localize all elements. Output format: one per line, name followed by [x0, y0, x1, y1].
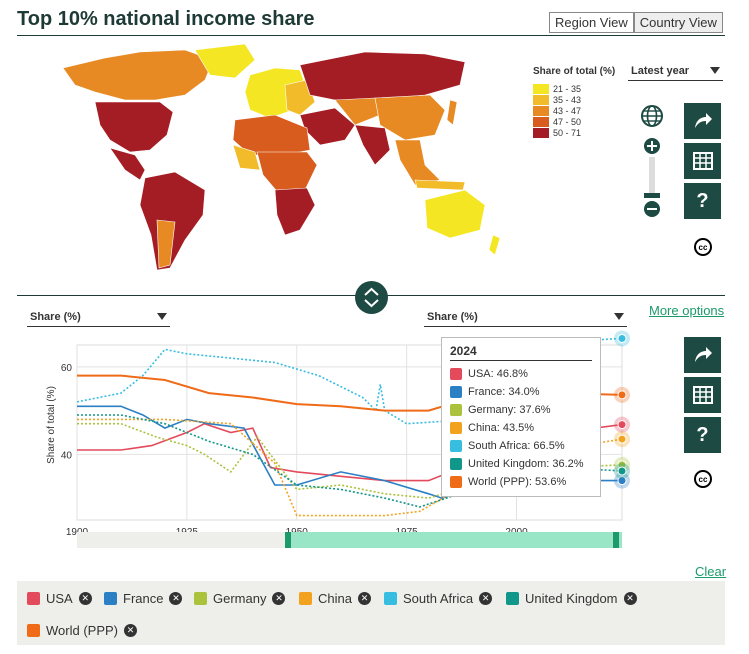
legend-item: 35 - 43: [533, 94, 581, 105]
chevron-down-icon: [614, 313, 624, 320]
map-region-west-africa[interactable]: [232, 144, 261, 171]
remove-icon[interactable]: ✕: [357, 592, 371, 605]
tooltip-row: South Africa: 66.5%: [450, 437, 592, 455]
page-title: Top 10% national income share: [17, 8, 315, 30]
map-legend: 21 - 35 35 - 43 43 - 47 47 - 50 50 - 71: [533, 83, 581, 138]
tooltip-row: USA: 46.8%: [450, 365, 592, 383]
line-chart[interactable]: Share of total (%) 190019251950197520004…: [40, 330, 640, 555]
tooltip-row: United Kingdom: 36.2%: [450, 455, 592, 473]
end-marker[interactable]: [617, 333, 627, 343]
region-view-button[interactable]: Region View: [549, 12, 634, 33]
tooltip-row: China: 43.5%: [450, 419, 592, 437]
year-select[interactable]: Latest year: [628, 65, 723, 81]
chip-south-africa: South Africa ✕: [384, 591, 493, 606]
end-marker[interactable]: [617, 420, 627, 430]
right-measure-select[interactable]: Share (%): [424, 311, 627, 327]
chart-share-button[interactable]: [684, 337, 721, 373]
timeline-selection[interactable]: [288, 532, 622, 548]
map-region-india[interactable]: [354, 124, 391, 166]
remove-icon[interactable]: ✕: [623, 592, 637, 605]
map-region-indonesia[interactable]: [414, 179, 466, 191]
remove-icon[interactable]: ✕: [169, 592, 183, 605]
zoom-handle: [644, 193, 660, 198]
map-region-russia[interactable]: [299, 51, 466, 101]
left-measure-select[interactable]: Share (%): [27, 311, 170, 327]
remove-icon[interactable]: ✕: [78, 592, 92, 605]
chip-world-ppp: World (PPP) ✕: [27, 623, 137, 638]
chevron-down-icon: [157, 313, 167, 320]
map-region-australia[interactable]: [424, 189, 486, 239]
clear-link[interactable]: Clear: [695, 564, 727, 579]
more-options-link[interactable]: More options: [649, 303, 725, 318]
chart-tooltip: 2024 USA: 46.8% France: 34.0% Germany: 3…: [441, 337, 601, 497]
world-map[interactable]: [45, 40, 525, 275]
y-tick-label: 60: [61, 363, 73, 374]
map-region-south-america[interactable]: [139, 171, 206, 271]
legend-item: 43 - 47: [533, 105, 581, 116]
chart-table-button[interactable]: [684, 377, 721, 413]
chip-china: China ✕: [299, 591, 371, 606]
tooltip-row: France: 34.0%: [450, 383, 592, 401]
series-germany[interactable]: [77, 422, 623, 499]
share-button[interactable]: [684, 103, 721, 139]
series-china[interactable]: [77, 418, 623, 517]
selected-countries-bar: USA ✕ France ✕ Germany ✕ China ✕ South Afric…: [17, 581, 725, 645]
chevron-up-down-icon: [364, 287, 379, 308]
chip-united-kingdom: United Kingdom ✕: [506, 591, 637, 606]
chart-end-markers: [614, 330, 630, 489]
remove-icon[interactable]: ✕: [479, 592, 493, 605]
share-icon: [694, 347, 712, 362]
y-tick-label: 40: [61, 450, 73, 461]
help-icon: ?: [696, 423, 709, 446]
chevron-down-icon: [710, 67, 720, 74]
share-icon: [694, 113, 712, 128]
collapse-toggle-button[interactable]: [355, 281, 388, 314]
map-legend-title: Share of total (%): [533, 66, 616, 77]
map-region-argentina[interactable]: [156, 219, 176, 269]
map-region-japan[interactable]: [446, 99, 458, 126]
legend-item: 21 - 35: [533, 83, 581, 94]
map-region-new-zealand[interactable]: [488, 234, 501, 256]
series-united-kingdom[interactable]: [77, 414, 623, 508]
help-button[interactable]: ?: [684, 183, 721, 219]
end-marker[interactable]: [617, 434, 627, 444]
legend-item: 50 - 71: [533, 127, 581, 138]
map-region-central-africa[interactable]: [256, 151, 318, 196]
timeline-handle-right[interactable]: [613, 532, 619, 548]
map-region-southeast-asia[interactable]: [394, 139, 441, 186]
remove-icon[interactable]: ✕: [272, 592, 286, 605]
title-divider: [17, 35, 725, 36]
table-button[interactable]: [684, 143, 721, 179]
end-marker[interactable]: [617, 390, 627, 400]
remove-icon[interactable]: ✕: [124, 624, 137, 637]
tooltip-row: Germany: 37.6%: [450, 401, 592, 419]
map-region-canada[interactable]: [62, 49, 214, 101]
map-region-eastern-europe[interactable]: [284, 79, 316, 116]
map-region-greenland[interactable]: [194, 43, 256, 79]
map-region-mexico[interactable]: [109, 147, 146, 181]
globe-icon[interactable]: [640, 104, 664, 128]
country-view-button[interactable]: Country View: [633, 12, 723, 33]
view-toggle: Region View Country View: [549, 12, 723, 33]
map-region-china[interactable]: [374, 94, 446, 141]
cc-icon[interactable]: cc: [694, 238, 712, 256]
end-marker[interactable]: [617, 466, 627, 476]
cc-icon[interactable]: cc: [694, 470, 712, 488]
map-region-southern-africa[interactable]: [274, 187, 316, 236]
tooltip-year: 2024: [450, 344, 592, 361]
chip-france: France ✕: [104, 591, 183, 606]
table-icon: [692, 152, 713, 170]
map-region-usa[interactable]: [94, 101, 174, 153]
end-marker[interactable]: [617, 476, 627, 486]
zoom-slider[interactable]: [641, 137, 663, 221]
chart-help-button[interactable]: ?: [684, 417, 721, 453]
tooltip-row: World (PPP): 53.6%: [450, 473, 592, 491]
legend-item: 47 - 50: [533, 116, 581, 127]
table-icon: [692, 386, 713, 404]
help-icon: ?: [696, 189, 709, 212]
chip-usa: USA ✕: [27, 591, 92, 606]
y-axis-label: Share of total (%): [46, 386, 57, 464]
timeline-handle-left[interactable]: [285, 532, 291, 548]
chip-germany: Germany ✕: [194, 591, 286, 606]
